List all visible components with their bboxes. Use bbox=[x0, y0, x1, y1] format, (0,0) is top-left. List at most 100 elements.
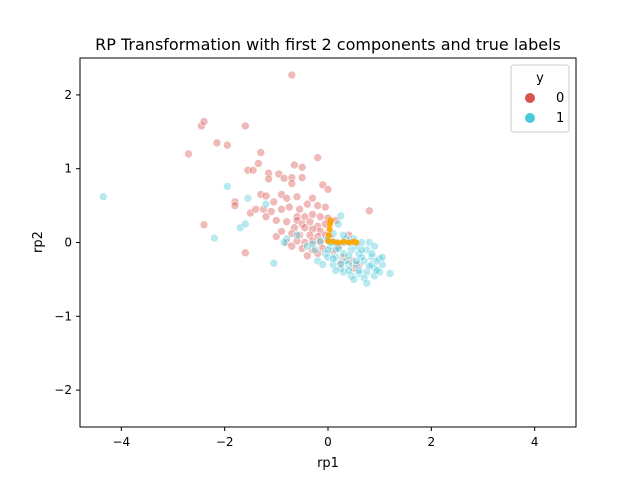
scatter-point-series-1-52 bbox=[385, 269, 395, 278]
y-tick-label-0: −2 bbox=[54, 383, 72, 397]
scatter-point-series-1-48 bbox=[349, 275, 359, 284]
scatter-point-series-2-7 bbox=[340, 238, 347, 245]
scatter-point-series-0-72 bbox=[297, 244, 307, 253]
scatter-point-series-0-23 bbox=[256, 190, 266, 199]
x-axis-ticks: −4 −2 0 2 4 bbox=[112, 427, 538, 449]
scatter-point-series-1-68 bbox=[344, 266, 354, 275]
scatter-point-series-0-3 bbox=[212, 138, 222, 148]
scatter-point-series-0-7 bbox=[256, 148, 266, 157]
scatter-point-series-0-13 bbox=[248, 165, 258, 175]
x-tick-label-3: 2 bbox=[428, 435, 436, 449]
scatter-point-series-1-62 bbox=[308, 239, 317, 249]
legend-label-0: 0 bbox=[556, 91, 564, 106]
scatter-point-series-0-44 bbox=[308, 210, 317, 219]
scatter-point-series-0-29 bbox=[308, 193, 317, 203]
scatter-point-series-0-4 bbox=[223, 140, 232, 150]
scatter-point-series-0-22 bbox=[323, 185, 333, 194]
scatter-point-series-1-4 bbox=[243, 193, 253, 203]
scatter-point-series-0-8 bbox=[253, 159, 263, 168]
scatter-point-series-2-6 bbox=[335, 239, 342, 246]
scatter-point-series-0-0 bbox=[287, 70, 297, 80]
scatter-point-series-0-24 bbox=[261, 191, 271, 201]
y-tick-label-3: 1 bbox=[64, 162, 72, 176]
scatter-point-series-2-1 bbox=[326, 232, 332, 239]
scatter-point-series-1-49 bbox=[359, 273, 369, 283]
scatter-point-series-0-41 bbox=[321, 202, 330, 212]
scatter-point-series-0-37 bbox=[284, 202, 294, 212]
scatter-point-series-2-5 bbox=[330, 238, 337, 245]
scatter-point-series-0-36 bbox=[277, 205, 286, 214]
y-tick-label-1: −1 bbox=[54, 309, 72, 323]
scatter-point-series-1-76 bbox=[367, 249, 377, 258]
scatter-point-series-1-0 bbox=[99, 192, 108, 201]
scatter-point-series-0-26 bbox=[269, 197, 279, 207]
scatter-point-series-1-14 bbox=[333, 219, 343, 229]
scatter-point-series-1-75 bbox=[357, 245, 366, 255]
x-axis-label: rp1 bbox=[317, 456, 339, 471]
scatter-point-series-1-51 bbox=[375, 267, 385, 277]
scatter-point-series-0-17 bbox=[279, 174, 289, 183]
scatter-point-series-1-63 bbox=[344, 251, 354, 261]
scatter-point-series-1-69 bbox=[336, 258, 346, 268]
scatter-point-series-1-53 bbox=[362, 278, 372, 288]
scatter-point-series-1-6 bbox=[261, 199, 271, 209]
y-tick-label-2: 0 bbox=[64, 236, 72, 250]
scatter-point-series-0-10 bbox=[297, 162, 307, 172]
scatter-point-series-0-86 bbox=[271, 232, 281, 241]
scatter-point-series-0-2 bbox=[199, 117, 209, 126]
scatter-point-series-2-0 bbox=[325, 238, 331, 244]
scatter-point-series-0-6 bbox=[184, 149, 193, 159]
scatter-point-series-1-3 bbox=[241, 219, 250, 229]
scatter-point-series-1-66 bbox=[372, 266, 382, 275]
scatter-point-series-1-72 bbox=[339, 230, 348, 240]
scatter-point-series-1-10 bbox=[292, 230, 302, 240]
scatter-point-series-0-35 bbox=[266, 207, 276, 216]
scatter-point-series-0-15 bbox=[264, 174, 273, 184]
scatter-point-series-0-87 bbox=[287, 241, 297, 251]
scatter-point-series-2-2 bbox=[326, 226, 333, 233]
legend-title: y bbox=[536, 71, 544, 86]
points-layer bbox=[99, 70, 395, 288]
y-axis-label: rp2 bbox=[31, 231, 46, 253]
x-tick-label-1: −2 bbox=[216, 435, 234, 449]
scatter-point-series-1-67 bbox=[354, 266, 364, 275]
legend-frame bbox=[510, 64, 570, 133]
scatter-point-series-0-11 bbox=[313, 153, 323, 162]
scatter-point-series-0-12 bbox=[243, 165, 253, 175]
scatter-point-series-1-7 bbox=[269, 258, 279, 268]
scatter-point-series-2-4 bbox=[327, 217, 334, 224]
scatter-point-series-1-70 bbox=[328, 254, 338, 264]
scatter-point-series-0-27 bbox=[282, 193, 292, 203]
scatter-point-series-0-28 bbox=[292, 192, 302, 201]
legend-marker-0 bbox=[525, 93, 535, 103]
scatter-point-series-0-14 bbox=[264, 168, 273, 178]
y-tick-label-4: 2 bbox=[64, 88, 72, 102]
scatter-point-series-0-20 bbox=[287, 179, 297, 188]
legend: y 0 1 bbox=[510, 64, 570, 133]
scatter-point-series-1-64 bbox=[352, 256, 361, 266]
scatter-point-series-0-38 bbox=[295, 205, 304, 214]
scatter-point-series-1-60 bbox=[315, 236, 325, 246]
scatter-point-series-0-84 bbox=[199, 220, 209, 230]
scatter-point-series-0-9 bbox=[290, 160, 299, 170]
scatter-point-series-0-1 bbox=[197, 121, 206, 131]
legend-marker-1 bbox=[525, 113, 535, 123]
scatter-point-series-1-13 bbox=[336, 211, 346, 221]
chart-title: RP Transformation with first 2 component… bbox=[95, 35, 561, 54]
scatter-point-series-0-49 bbox=[271, 216, 281, 225]
scatter-point-series-0-83 bbox=[241, 248, 250, 258]
scatter-point-series-1-11 bbox=[302, 241, 312, 251]
scatter-point-series-0-54 bbox=[313, 222, 323, 231]
scatter-point-series-1-5 bbox=[210, 233, 219, 243]
scatter-point-series-1-65 bbox=[364, 261, 374, 271]
scatter-point-series-0-57 bbox=[300, 223, 310, 232]
scatter-point-series-0-40 bbox=[313, 201, 323, 210]
scatter-point-series-1-77 bbox=[377, 252, 387, 262]
scatter-point-series-2-8 bbox=[345, 239, 352, 246]
scatter-point-series-0-50 bbox=[282, 217, 292, 227]
scatter-point-series-1-47 bbox=[331, 266, 341, 275]
scatter-point-series-0-60 bbox=[277, 227, 286, 236]
x-tick-label-0: −4 bbox=[112, 435, 130, 449]
y-axis-ticks: −2 −1 0 1 2 bbox=[54, 88, 80, 397]
